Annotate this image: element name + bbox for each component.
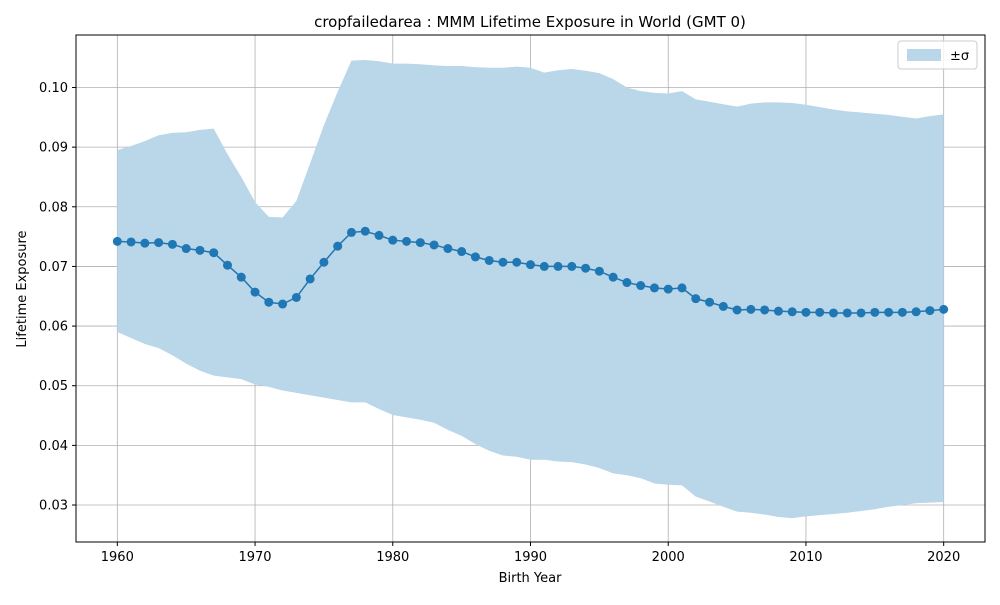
data-point [223, 260, 232, 270]
data-point [250, 287, 260, 297]
data-point [512, 257, 522, 267]
legend-label: ±σ [950, 49, 969, 64]
data-point [691, 294, 701, 304]
sigma-band-area [117, 60, 944, 519]
x-axis-label: Birth Year [499, 571, 563, 586]
x-tick-label: 1990 [514, 550, 547, 565]
y-tick-label: 0.04 [39, 439, 68, 454]
x-tick-label: 1960 [101, 550, 134, 565]
legend: ±σ [897, 40, 978, 70]
y-tick-label: 0.03 [39, 499, 68, 514]
x-tick-label: 2010 [789, 550, 822, 565]
data-point [856, 308, 866, 318]
data-point [305, 274, 315, 284]
data-point [939, 304, 949, 314]
data-point [760, 305, 770, 315]
y-axis-label: Lifetime Exposure [15, 230, 30, 347]
data-point [842, 308, 852, 318]
data-point [484, 255, 494, 265]
x-tick-label: 1980 [376, 550, 409, 565]
data-point [773, 306, 783, 316]
data-point [112, 236, 122, 246]
data-point [457, 247, 467, 257]
x-tick-label: 1970 [238, 550, 271, 565]
legend-swatch [907, 49, 941, 61]
data-point [649, 283, 659, 293]
data-point [815, 307, 825, 317]
data-point [539, 261, 549, 271]
data-point [333, 241, 343, 251]
data-point [526, 260, 535, 270]
data-point [925, 306, 935, 316]
data-point [443, 244, 453, 254]
data-point [278, 299, 288, 309]
data-point [663, 284, 673, 294]
data-point [553, 261, 563, 271]
data-point [209, 248, 219, 258]
x-axis-ticks: 1960 1970 1980 1990 2000 2010 2020 [101, 542, 960, 565]
data-point [429, 240, 439, 250]
data-point [126, 237, 136, 247]
data-point [718, 301, 728, 311]
data-point [732, 305, 742, 315]
data-point [787, 307, 797, 317]
data-point [167, 239, 177, 249]
data-point [388, 235, 398, 245]
y-tick-label: 0.10 [39, 81, 68, 96]
data-point [264, 297, 274, 307]
sigma-band [117, 60, 944, 519]
series-points [112, 226, 949, 318]
data-point [236, 272, 246, 282]
data-point [319, 257, 329, 267]
data-point [801, 307, 811, 317]
data-point [195, 245, 205, 255]
data-point [346, 227, 356, 237]
data-point [622, 278, 632, 288]
data-point [291, 292, 301, 302]
data-point [636, 281, 646, 291]
y-axis-ticks: 0.03 0.04 0.05 0.06 0.07 0.08 0.09 0.10 [39, 81, 76, 514]
data-point [677, 283, 687, 293]
data-point [581, 263, 591, 273]
data-point [911, 307, 921, 317]
x-tick-label: 2020 [927, 550, 960, 565]
data-point [402, 236, 412, 246]
data-point [415, 238, 425, 248]
data-point [567, 261, 577, 271]
data-point [829, 308, 838, 318]
y-tick-label: 0.06 [39, 320, 68, 335]
chart-title: cropfailedarea : MMM Lifetime Exposure i… [314, 13, 746, 31]
data-point [897, 307, 907, 317]
data-point [498, 257, 508, 267]
data-point [140, 238, 150, 248]
data-point [154, 238, 164, 248]
data-point [594, 266, 604, 276]
data-point [470, 252, 480, 262]
y-tick-label: 0.05 [39, 379, 68, 394]
data-point [181, 244, 191, 254]
y-tick-label: 0.08 [39, 200, 68, 215]
data-point [608, 272, 618, 282]
y-tick-label: 0.07 [39, 260, 68, 275]
data-point [374, 230, 384, 240]
data-point [746, 304, 756, 314]
data-point [884, 307, 894, 317]
x-tick-label: 2000 [652, 550, 685, 565]
data-point [360, 226, 370, 236]
data-point [870, 307, 880, 317]
y-tick-label: 0.09 [39, 141, 68, 156]
data-point [705, 297, 715, 307]
